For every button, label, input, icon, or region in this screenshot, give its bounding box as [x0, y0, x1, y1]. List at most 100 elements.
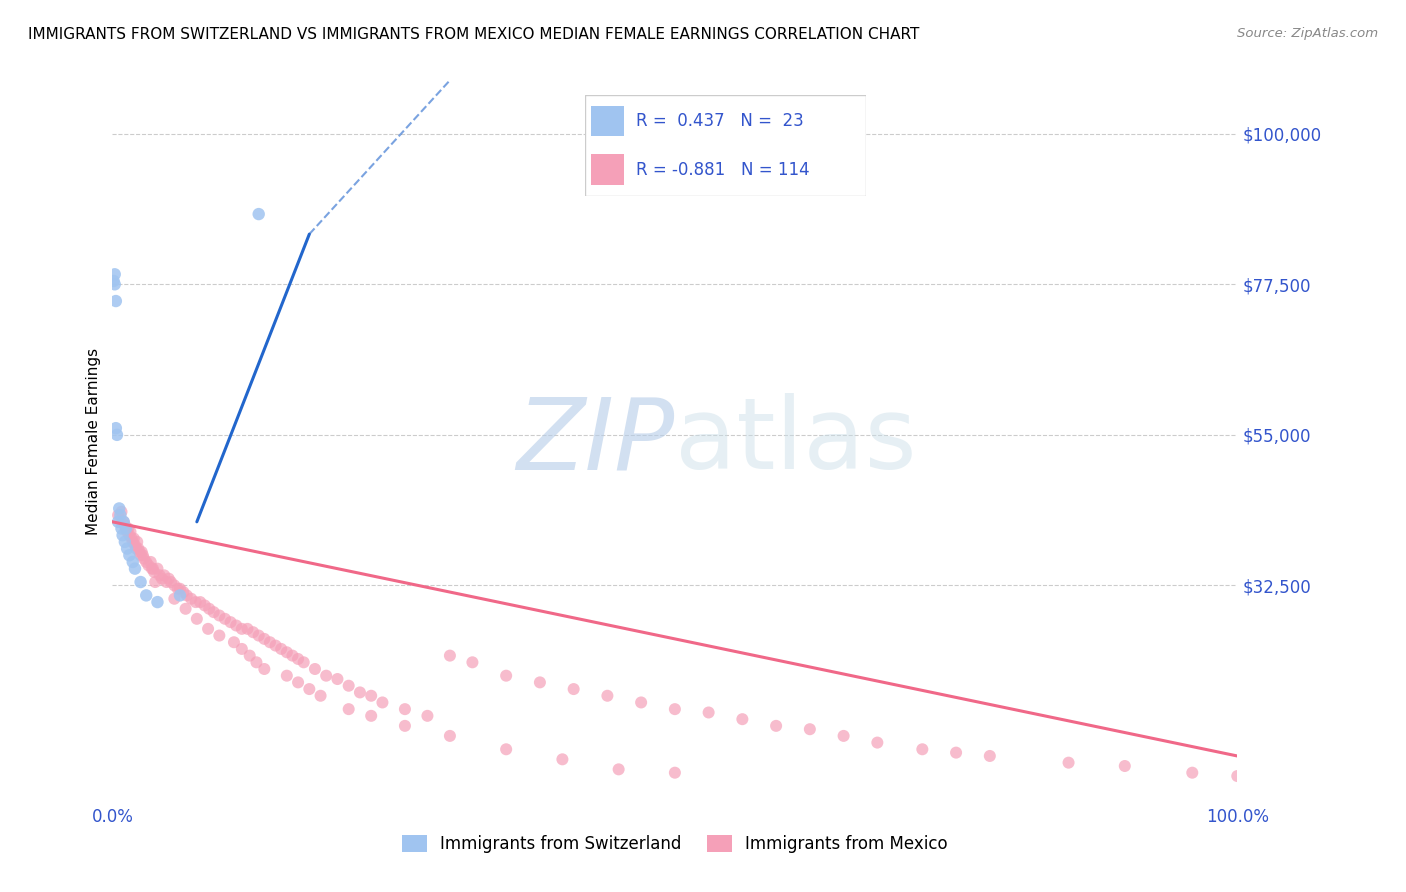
Immigrants from Switzerland — [110, 521, 132, 535]
Immigrants from Mexico — [394, 702, 416, 716]
Immigrants from Mexico — [131, 545, 153, 559]
Immigrants from Mexico — [172, 585, 194, 599]
Immigrants from Mexico — [115, 521, 138, 535]
Immigrants from Mexico — [298, 681, 321, 696]
Immigrants from Mexico — [142, 562, 165, 576]
Immigrants from Switzerland — [124, 562, 146, 576]
Immigrants from Mexico — [225, 618, 247, 632]
Immigrants from Switzerland — [107, 515, 129, 529]
Immigrants from Switzerland — [104, 421, 127, 435]
Immigrants from Mexico — [630, 696, 652, 710]
Immigrants from Mexico — [150, 572, 173, 586]
Immigrants from Mexico — [163, 578, 186, 592]
Immigrants from Mexico — [664, 765, 686, 780]
Immigrants from Mexico — [832, 729, 855, 743]
Immigrants from Mexico — [287, 675, 309, 690]
Immigrants from Switzerland — [146, 595, 169, 609]
Immigrants from Mexico — [188, 595, 211, 609]
Immigrants from Mexico — [208, 608, 231, 623]
Immigrants from Mexico — [117, 521, 139, 535]
Immigrants from Mexico — [128, 545, 150, 559]
Immigrants from Mexico — [129, 548, 152, 563]
Immigrants from Mexico — [138, 558, 160, 573]
Immigrants from Mexico — [866, 735, 889, 749]
Immigrants from Switzerland — [104, 277, 127, 292]
Immigrants from Mexico — [349, 685, 371, 699]
Immigrants from Mexico — [160, 575, 183, 590]
Immigrants from Switzerland — [129, 575, 152, 590]
Immigrants from Mexico — [1181, 765, 1204, 780]
Immigrants from Switzerland — [111, 528, 134, 542]
Immigrants from Mexico — [124, 538, 146, 552]
Immigrants from Mexico — [122, 532, 145, 546]
Immigrants from Mexico — [180, 591, 202, 606]
Immigrants from Mexico — [107, 508, 129, 523]
Immigrants from Mexico — [416, 708, 439, 723]
Immigrants from Mexico — [143, 565, 166, 579]
Immigrants from Mexico — [112, 515, 135, 529]
Immigrants from Mexico — [132, 551, 155, 566]
Immigrants from Switzerland — [108, 501, 131, 516]
Immigrants from Switzerland — [114, 534, 136, 549]
Immigrants from Mexico — [184, 595, 207, 609]
Immigrants from Mexico — [121, 534, 143, 549]
Immigrants from Mexico — [562, 681, 585, 696]
Immigrants from Mexico — [596, 689, 619, 703]
Immigrants from Mexico — [495, 742, 517, 756]
Immigrants from Mexico — [765, 719, 787, 733]
Immigrants from Mexico — [132, 548, 155, 563]
Immigrants from Switzerland — [121, 555, 143, 569]
Immigrants from Mexico — [125, 541, 148, 556]
Immigrants from Mexico — [197, 622, 219, 636]
Immigrants from Mexico — [127, 534, 149, 549]
Immigrants from Mexico — [174, 602, 197, 616]
Immigrants from Mexico — [118, 528, 141, 542]
Immigrants from Switzerland — [104, 293, 127, 308]
Immigrants from Mexico — [121, 532, 143, 546]
Immigrants from Mexico — [1226, 769, 1249, 783]
Immigrants from Mexico — [231, 622, 253, 636]
Immigrants from Mexico — [360, 689, 382, 703]
Immigrants from Mexico — [163, 591, 186, 606]
Immigrants from Mexico — [326, 672, 349, 686]
Immigrants from Switzerland — [169, 589, 191, 603]
Immigrants from Mexico — [911, 742, 934, 756]
Immigrants from Mexico — [236, 622, 259, 636]
Immigrants from Switzerland — [112, 515, 135, 529]
Immigrants from Mexico — [115, 524, 138, 539]
Immigrants from Mexico — [529, 675, 551, 690]
Immigrants from Mexico — [135, 555, 157, 569]
Immigrants from Mexico — [731, 712, 754, 726]
Immigrants from Switzerland — [103, 274, 125, 288]
Immigrants from Mexico — [253, 632, 276, 646]
Immigrants from Mexico — [551, 752, 574, 766]
Immigrants from Mexico — [945, 746, 967, 760]
Immigrants from Mexico — [264, 639, 287, 653]
Immigrants from Mexico — [979, 749, 1001, 764]
Immigrants from Mexico — [337, 679, 360, 693]
Immigrants from Switzerland — [110, 508, 132, 523]
Immigrants from Mexico — [139, 555, 162, 569]
Immigrants from Mexico — [664, 702, 686, 716]
Immigrants from Mexico — [1114, 759, 1136, 773]
Immigrants from Mexico — [270, 642, 292, 657]
Immigrants from Mexico — [287, 652, 309, 666]
Immigrants from Mexico — [253, 662, 276, 676]
Immigrants from Mexico — [292, 655, 315, 669]
Immigrants from Mexico — [141, 562, 163, 576]
Immigrants from Mexico — [114, 518, 136, 533]
Immigrants from Mexico — [495, 669, 517, 683]
Immigrants from Mexico — [281, 648, 304, 663]
Immigrants from Mexico — [276, 669, 298, 683]
Immigrants from Mexico — [169, 582, 191, 596]
Immigrants from Mexico — [222, 635, 245, 649]
Immigrants from Mexico — [155, 575, 177, 590]
Immigrants from Mexico — [337, 702, 360, 716]
Immigrants from Mexico — [143, 575, 166, 590]
Text: ZIP: ZIP — [516, 393, 675, 490]
Immigrants from Switzerland — [104, 268, 127, 282]
Immigrants from Mexico — [439, 729, 461, 743]
Immigrants from Mexico — [198, 602, 221, 616]
Immigrants from Mexico — [120, 524, 142, 539]
Y-axis label: Median Female Earnings: Median Female Earnings — [86, 348, 101, 535]
